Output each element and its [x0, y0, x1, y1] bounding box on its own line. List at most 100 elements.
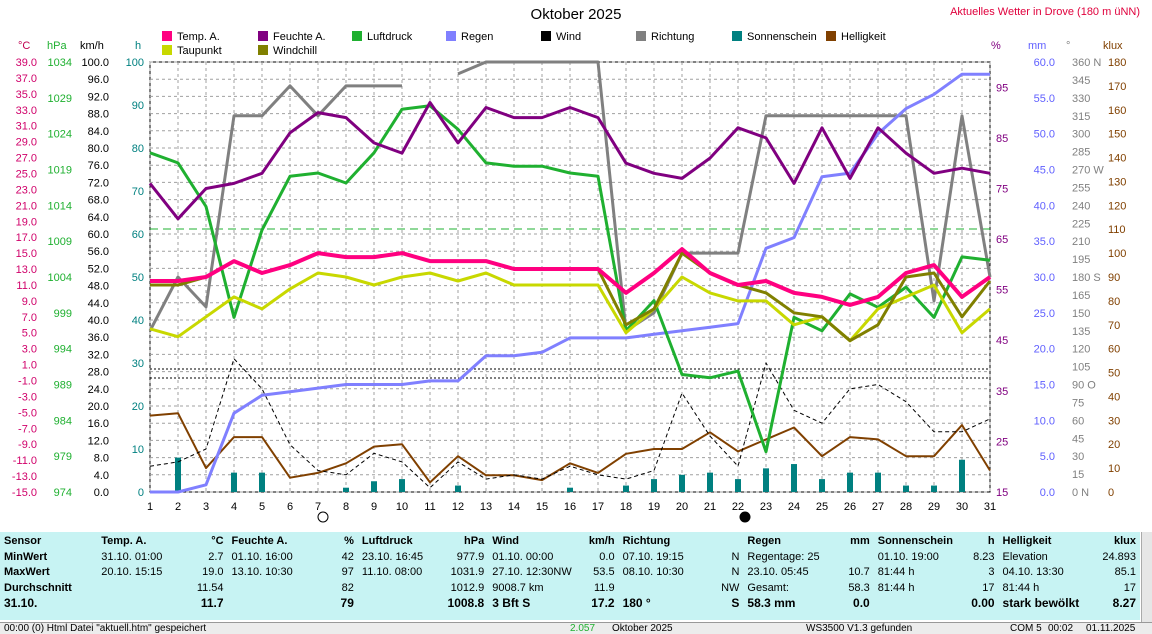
rain-tick-label: 50.0: [1034, 129, 1055, 141]
temp-tick-label: 9.0: [22, 296, 37, 308]
wind-tick-label: 12.0: [88, 435, 109, 447]
dir-tick-label: 180 S: [1072, 272, 1101, 284]
x-tick-label: 13: [480, 501, 492, 513]
stats-table: Sensor MinWert MaxWert Durchschnitt 31.1…: [0, 532, 1140, 620]
lux-tick-label: 50: [1108, 368, 1120, 380]
dir-tick-label: 195: [1072, 254, 1090, 266]
sunshine-bar: [903, 485, 909, 492]
vertical-scrollbar[interactable]: [1141, 532, 1152, 622]
stats-cell-label: 81:44 h: [877, 566, 915, 578]
stats-cell-label: stark bewölkt: [1002, 596, 1080, 610]
legend-item: Windchill: [258, 45, 317, 57]
sunshine-bar: [791, 464, 797, 492]
stats-col-unit: km/h: [588, 535, 615, 547]
dir-tick-label: 60: [1072, 415, 1084, 427]
stats-cell-label: 01.10. 16:00: [231, 550, 293, 563]
sunshine-bar: [399, 479, 405, 492]
stats-cell-value: 0.0: [853, 596, 870, 610]
series-line-temp-a-: [150, 247, 992, 307]
x-tick-label: 20: [676, 501, 688, 513]
sunshine-bar: [371, 481, 377, 492]
stats-cell-value: S: [731, 596, 740, 610]
sunshine-bar: [231, 472, 237, 492]
x-tick-label: 14: [508, 501, 520, 513]
stats-cell-value: N: [731, 550, 740, 563]
dir-tick-label: 330: [1072, 93, 1090, 105]
press-tick-label: 974: [54, 487, 72, 499]
press-tick-label: 1034: [48, 57, 72, 69]
legend-swatch: [258, 45, 268, 55]
stats-cell-value: 97: [341, 566, 354, 578]
stats-cell-value: 42: [341, 550, 354, 563]
stats-col-sun: Sonnenschein h 01.10. 19:00 8.23 81:44 h 3 81:…: [874, 532, 999, 620]
press-tick-label: 1004: [48, 272, 72, 284]
stats-cell-value: NW: [721, 581, 740, 594]
stats-col-hum: Feuchte A.% 01.10. 16:00 42 13.10. 10:30 97 8…: [228, 532, 358, 620]
stats-cell-label: 07.10. 19:15: [622, 550, 684, 563]
dir-tick-label: 240: [1072, 200, 1090, 212]
sun-tick-label: 100: [126, 57, 144, 69]
stats-cell-value: 1031.9: [450, 566, 485, 578]
wind-tick-label: 8.0: [94, 453, 109, 465]
stats-cell-label: 27.10. 12:30NW: [492, 566, 572, 578]
rain-tick-label: 40.0: [1034, 200, 1055, 212]
stats-row-label: MaxWert: [4, 566, 50, 578]
stats-cell-label: 3 Bft S: [492, 596, 531, 610]
x-tick-label: 23: [760, 501, 772, 513]
x-tick-label: 8: [343, 501, 349, 513]
wind-tick-label: 16.0: [88, 418, 109, 430]
temp-tick-label: -5.0: [18, 407, 37, 419]
lux-tick-label: 110: [1108, 224, 1126, 236]
temp-tick-label: 17.0: [16, 232, 37, 244]
temp-tick-label: 25.0: [16, 168, 37, 180]
stats-cell-value: 2.7: [208, 550, 224, 563]
rain-tick-label: 10.0: [1034, 415, 1055, 427]
sun-tick-label: 60: [132, 229, 144, 241]
dir-tick-label: 105: [1072, 362, 1090, 374]
press-tick-label: 1029: [48, 93, 72, 105]
stats-col-title: Helligkeit: [1002, 535, 1052, 547]
stats-col-dir: Richtung 07.10. 19:15 N 08.10. 10:30 N NW 180 …: [619, 532, 744, 620]
legend-label: Wind: [556, 31, 582, 43]
dir-tick-label: 90 O: [1072, 380, 1096, 392]
stats-cell-label: 81:44 h: [1002, 581, 1040, 594]
stats-cell-value: 3: [988, 566, 995, 578]
x-tick-label: 28: [900, 501, 912, 513]
lux-tick-label: 0: [1108, 487, 1114, 499]
temp-tick-label: 31.0: [16, 121, 37, 133]
press-tick-label: 1024: [48, 129, 72, 141]
stats-cell-value: 17: [1123, 581, 1136, 594]
wind-tick-label: 44.0: [88, 298, 109, 310]
sun-tick-label: 20: [132, 401, 144, 413]
lux-tick-label: 70: [1108, 320, 1120, 332]
sunshine-bar: [343, 487, 349, 492]
lux-tick-label: 60: [1108, 344, 1120, 356]
series-line-feuchte-a-: [148, 101, 991, 221]
sun-tick-label: 10: [132, 444, 144, 456]
wind-tick-label: 72.0: [88, 177, 109, 189]
stats-cell-label: Gesamt:: [747, 581, 789, 594]
legend-item: Taupunkt: [162, 45, 222, 57]
stats-cell-value: 11.9: [593, 581, 615, 594]
temp-tick-label: 21.0: [16, 200, 37, 212]
temp-tick-label: 1.0: [22, 360, 37, 372]
rain-tick-label: 60.0: [1034, 57, 1055, 69]
stats-col-title: Feuchte A.: [231, 535, 288, 547]
moon-marker: [317, 511, 329, 523]
rain-tick-label: 5.0: [1040, 451, 1055, 463]
series-line-regen: [150, 72, 990, 494]
lux-tick-label: 80: [1108, 296, 1120, 308]
dir-tick-label: 165: [1072, 290, 1090, 302]
x-tick-label: 25: [816, 501, 828, 513]
stats-col-unit: hPa: [464, 535, 485, 547]
stats-row-label: Durchschnitt: [4, 581, 72, 594]
hum-tick-label: 35: [996, 386, 1008, 398]
stats-col-press: Luftdruck hPa 23.10. 16:45 977.9 11.10. 08:0…: [358, 532, 488, 620]
x-tick-label: 31: [984, 501, 996, 513]
hum-tick-label: 85: [996, 133, 1008, 145]
stats-cell-label: 01.10. 00:00: [492, 550, 554, 563]
x-tick-label: 18: [620, 501, 632, 513]
hum-tick-label: 55: [996, 285, 1008, 297]
stats-cell-value: 8.23: [973, 550, 995, 563]
dir-tick-label: 300: [1072, 129, 1090, 141]
